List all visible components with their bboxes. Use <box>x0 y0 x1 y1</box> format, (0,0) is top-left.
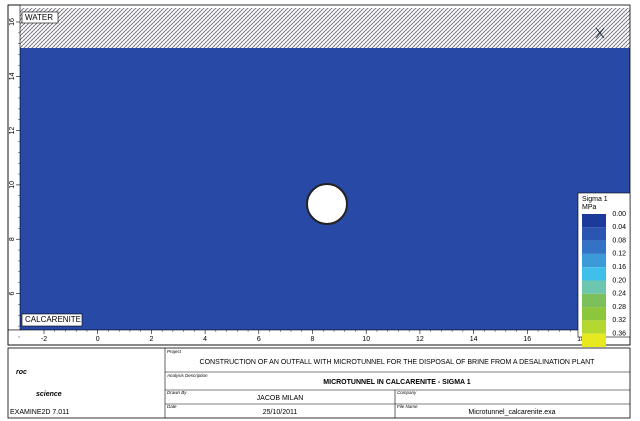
title-block: roc science EXAMINE2D 7.011 Project CONS… <box>7 347 631 419</box>
x-ruler-label: 0 <box>96 336 100 343</box>
x-ruler-label: 2 <box>149 336 153 343</box>
drawn-by: JACOB MILAN <box>257 395 304 402</box>
date: 25/10/2011 <box>263 409 298 416</box>
y-ruler-label: 16 <box>9 18 16 26</box>
legend-swatch <box>582 333 606 347</box>
legend-swatch <box>582 293 606 308</box>
y-ruler-label: 14 <box>9 72 16 80</box>
x-ruler-label: 6 <box>257 336 261 343</box>
legend-title: Sigma 1 <box>582 196 608 203</box>
rulers: -2 0 2 4 6 8 10 12 14 16 18 16 14 12 10 8 6 <box>9 18 625 343</box>
version: EXAMINE2D 7.011 <box>10 409 70 416</box>
left-ruler <box>7 4 21 331</box>
legend-value: 0.36 <box>612 331 626 338</box>
y-ruler-label: 8 <box>9 237 16 241</box>
x-ruler-label: 12 <box>416 336 424 343</box>
y-ruler-label: 12 <box>9 127 16 135</box>
x-ruler-label: 8 <box>311 336 315 343</box>
legend-scale: 0.00 0.04 0.08 0.12 0.16 0.20 0.24 0.28 0.32 0.36 <box>582 211 626 347</box>
x-ruler-label: 18 <box>577 336 585 343</box>
file-name: Microtunnel_calcarenite.exa <box>468 409 555 416</box>
water-level-symbol <box>595 27 605 39</box>
x-ruler-label: 4 <box>203 336 207 343</box>
legend-value: 0.28 <box>612 304 626 311</box>
legend-value: 0.24 <box>612 291 626 298</box>
legend-value: 0.16 <box>612 264 626 271</box>
project: CONSTRUCTION OF AN OUTFALL WITH MICROTUN… <box>200 359 596 366</box>
legend-swatch <box>582 214 606 228</box>
date-label: Date <box>167 404 177 409</box>
bottom-ruler <box>7 329 631 346</box>
y-ruler-label: 6 <box>9 291 16 295</box>
plot-frame <box>7 4 631 346</box>
analysis-label: Analysis Description <box>166 373 208 378</box>
x-ruler-label: -2 <box>41 336 47 343</box>
legend-swatch <box>582 320 606 334</box>
x-ruler-label: 10 <box>362 336 370 343</box>
tunnel <box>306 183 348 225</box>
project-label: Project <box>167 349 182 354</box>
legend-swatch <box>582 253 606 268</box>
y-ruler-label: 10 <box>9 181 16 189</box>
x-ruler-label: 14 <box>470 336 478 343</box>
title-block-frame <box>7 347 631 419</box>
analysis: MICROTUNNEL IN CALCARENITE - SIGMA 1 <box>323 379 470 386</box>
x-ruler-label: 16 <box>523 336 531 343</box>
legend-value: 0.08 <box>612 237 626 244</box>
legend-swatch <box>582 280 606 294</box>
legend-swatch <box>582 227 606 241</box>
legend-value: 0.20 <box>612 277 626 284</box>
water-label: WATER <box>25 13 53 22</box>
water-zone <box>20 8 630 48</box>
drawn-by-label: Drawn By <box>167 390 187 395</box>
file-name-label: File Name <box>397 404 418 409</box>
water-label-box <box>21 11 59 24</box>
logo-bottom: science <box>36 391 62 398</box>
legend-swatch <box>582 267 606 281</box>
rock-label-box <box>21 313 83 327</box>
legend-value: 0.12 <box>612 251 626 258</box>
title-block-grid <box>164 348 630 418</box>
company-label: Company <box>397 390 417 395</box>
legend-swatch <box>582 307 606 321</box>
legend-value: 0.32 <box>612 317 626 324</box>
legend-swatch <box>582 240 606 254</box>
logo-top: roc <box>16 369 27 376</box>
legend-value: 0.04 <box>612 224 626 231</box>
legend-value: 0.00 <box>612 211 626 218</box>
rock-label: CALCARENITE <box>25 315 81 324</box>
legend-units: MPa <box>582 204 597 211</box>
